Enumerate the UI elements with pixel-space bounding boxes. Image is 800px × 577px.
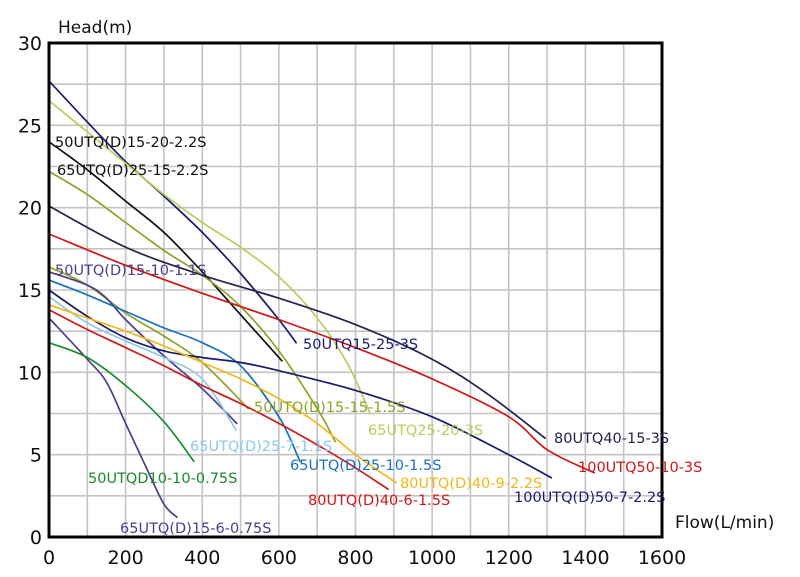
series-curve — [48, 341, 195, 463]
y-tick-label: 20 — [18, 198, 42, 220]
series-curve — [48, 295, 237, 431]
series-curve — [48, 233, 596, 474]
y-tick-label: 10 — [18, 362, 42, 384]
x-axis-title: Flow(L/min) — [675, 513, 774, 533]
series-curve — [48, 80, 297, 344]
series-curve — [48, 140, 283, 362]
x-tick-label: 1600 — [638, 547, 686, 569]
y-tick-label: 0 — [30, 527, 42, 549]
series-label: 80UTQ(D)40-9-2.2S — [400, 476, 542, 492]
series-curve — [48, 279, 301, 463]
x-tick-label: 1400 — [561, 547, 609, 569]
series-label: 65UTQ25-20-3S — [368, 423, 483, 439]
y-tick-label: 25 — [18, 115, 42, 137]
y-axis-title: Head(m) — [58, 18, 132, 38]
x-tick-label: 800 — [337, 547, 373, 569]
series-curve — [48, 99, 371, 415]
x-tick-label: 1200 — [485, 547, 533, 569]
series-curve — [48, 317, 178, 519]
series-label: 65UTQ(D)15-6-0.75S — [120, 521, 271, 537]
y-tick-label: 5 — [30, 445, 42, 467]
x-tick-labels: 0 200 400 600 800 1000 1200 1400 1600 — [43, 547, 686, 569]
series-label: 65UTQ(D)25-7-1.1S — [190, 439, 332, 455]
plot-frame — [47, 41, 664, 539]
series-curve — [48, 205, 546, 440]
series-label: 50UTQ(D)15-20-2.2S — [55, 135, 206, 151]
series-label: 65UTQ(D)25-10-1.5S — [290, 458, 441, 474]
series-label: 50UTQ(D)15-15-1.5S — [254, 400, 405, 416]
series-curve — [48, 308, 389, 491]
series-label: 50UTQD10-10-0.75S — [88, 471, 237, 487]
y-tick-label: 15 — [18, 280, 42, 302]
x-tick-label: 200 — [107, 547, 143, 569]
grid — [49, 43, 662, 537]
series-curve — [48, 303, 397, 484]
series-label: 100UTQ50-10-3S — [578, 460, 702, 476]
y-tick-label: 30 — [18, 33, 42, 55]
series-labels: 50UTQ15-25-3S 65UTQ25-20-3S 50UTQ(D)15-20-… — [55, 135, 702, 537]
x-tick-label: 400 — [184, 547, 220, 569]
series-curve — [48, 289, 553, 479]
x-tick-label: 0 — [43, 547, 55, 569]
curves — [48, 80, 596, 519]
x-tick-label: 1000 — [408, 547, 456, 569]
y-tick-labels: 0 5 10 15 20 25 30 — [18, 33, 42, 549]
series-label: 50UTQ15-25-3S — [303, 337, 418, 353]
series-curve — [48, 271, 238, 425]
series-label: 80UTQ40-15-3S — [554, 431, 669, 447]
series-label: 50UTQ(D)15-10-1.1S — [55, 263, 206, 279]
series-label: 80UTQ(D)40-6-1.5S — [308, 493, 450, 509]
x-tick-label: 600 — [261, 547, 297, 569]
series-label: 65UTQ(D)25-15-2.2S — [57, 163, 208, 179]
series-label: 100UTQ(D)50-7-2.2S — [514, 490, 665, 506]
